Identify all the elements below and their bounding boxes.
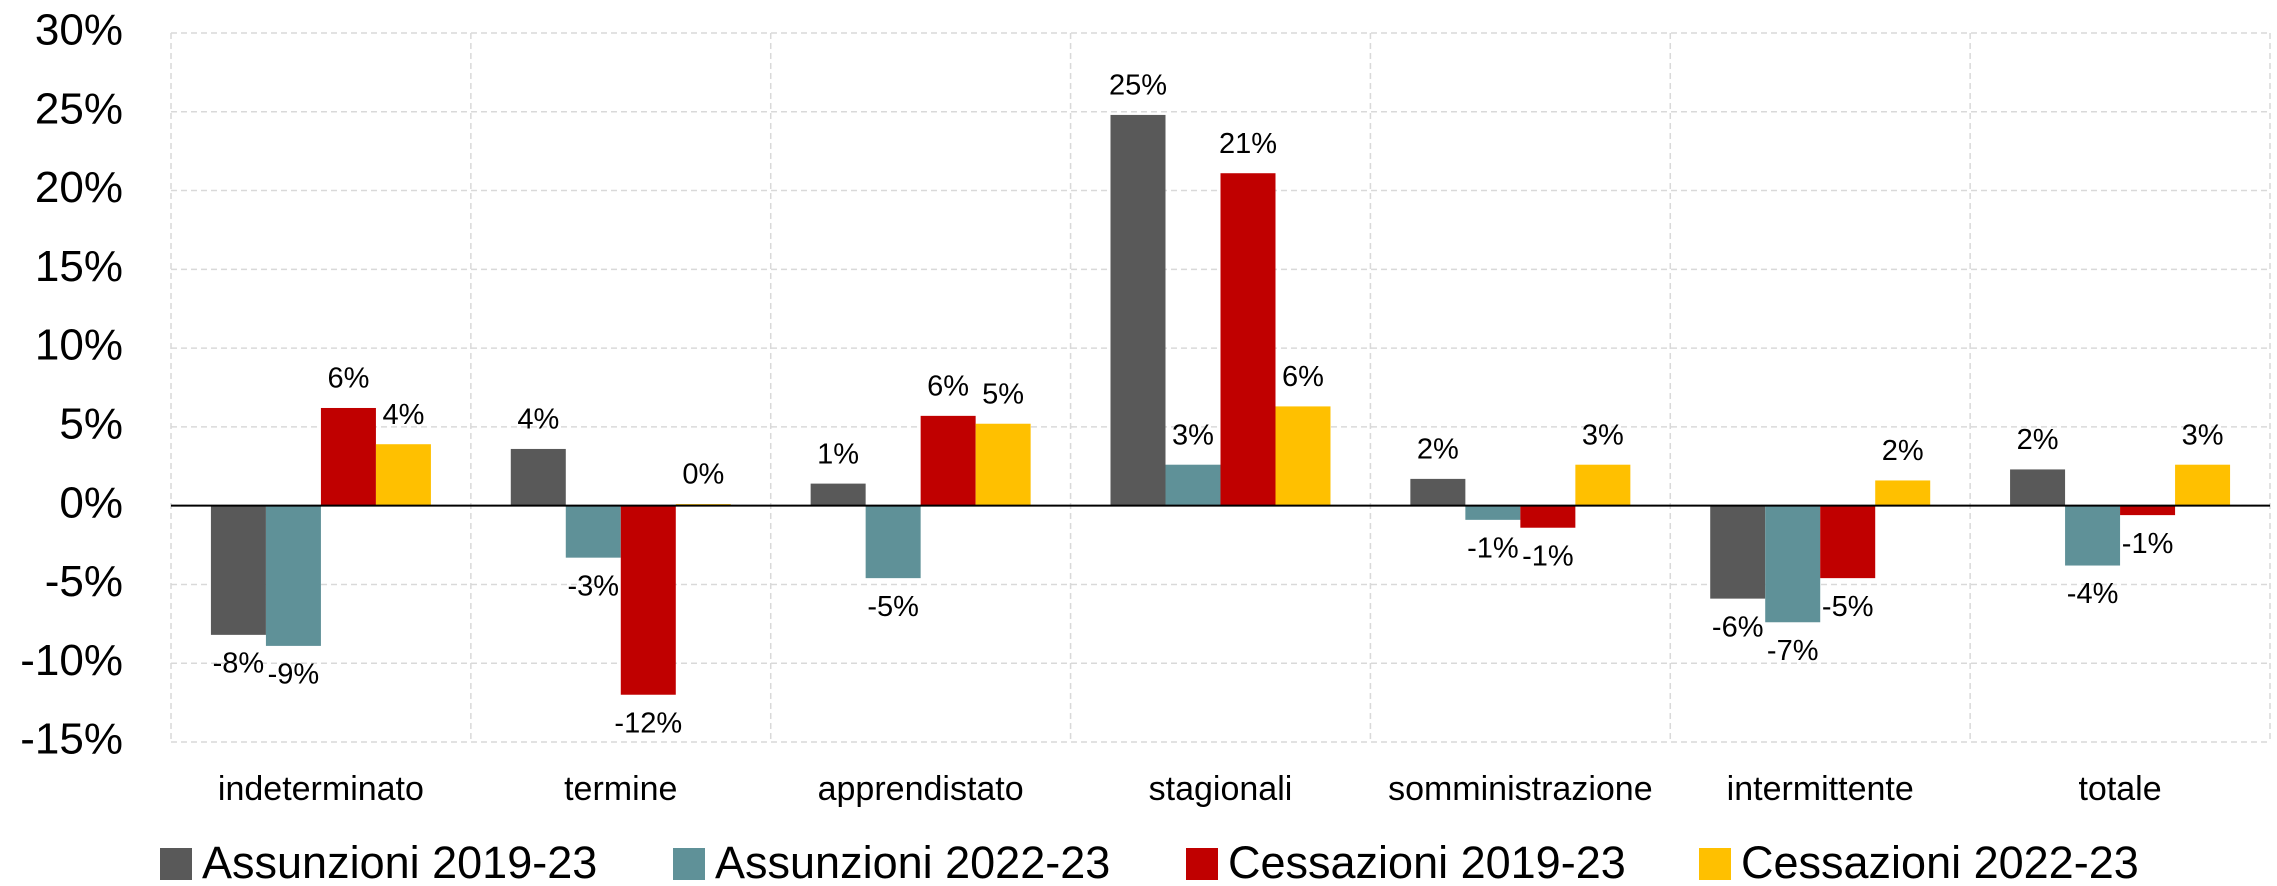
- y-tick-label: 5%: [59, 400, 123, 449]
- bar: [1465, 505, 1521, 520]
- x-tick-label: apprendistato: [818, 770, 1024, 808]
- y-tick-label: 15%: [35, 242, 123, 291]
- bar: [265, 505, 321, 646]
- x-tick-label: intermittente: [1727, 770, 1914, 808]
- bar: [1220, 173, 1276, 506]
- data-label: -8%: [213, 648, 265, 680]
- data-label: 25%: [1109, 70, 1167, 102]
- data-label: 5%: [982, 378, 1024, 410]
- x-tick-label: indeterminato: [218, 770, 424, 808]
- legend-swatch: [1699, 848, 1731, 880]
- legend-swatch: [673, 848, 705, 880]
- data-label: 1%: [817, 438, 859, 470]
- bar: [1710, 505, 1766, 599]
- bar: [1110, 114, 1166, 506]
- bar: [1520, 505, 1576, 528]
- y-tick-label: 30%: [35, 6, 123, 55]
- x-tick-label: somministrazione: [1388, 770, 1653, 808]
- legend-swatch: [1186, 848, 1218, 880]
- bar: [1820, 505, 1876, 579]
- bar: [210, 505, 266, 635]
- bar: [920, 415, 976, 506]
- y-tick-label: -15%: [20, 715, 123, 764]
- y-tick-label: 25%: [35, 84, 123, 133]
- data-label: -12%: [614, 707, 682, 739]
- data-label: 2%: [1882, 435, 1924, 467]
- bar: [320, 407, 376, 506]
- bar: [1165, 464, 1221, 506]
- bar: [1575, 464, 1631, 506]
- data-label: 4%: [517, 404, 559, 436]
- y-tick-label: 20%: [35, 163, 123, 212]
- bar: [975, 423, 1031, 506]
- data-label: 3%: [2182, 419, 2224, 451]
- data-label: -6%: [1712, 611, 1764, 643]
- data-label: 6%: [327, 363, 369, 395]
- data-label: -5%: [1822, 591, 1874, 623]
- y-tick-label: -5%: [45, 557, 123, 606]
- bar: [565, 505, 621, 558]
- data-label: 2%: [1417, 434, 1459, 466]
- bar: [1875, 480, 1931, 506]
- bar: [2010, 469, 2066, 506]
- bar: [620, 505, 676, 695]
- data-label: -1%: [2122, 528, 2174, 560]
- y-tick-label: 0%: [59, 478, 123, 527]
- data-label: -9%: [268, 659, 320, 691]
- data-label: -3%: [567, 570, 619, 602]
- bar: [2065, 505, 2121, 566]
- data-label: -4%: [2067, 578, 2119, 610]
- bar: [375, 444, 431, 506]
- bar: [2175, 464, 2231, 506]
- data-label: -1%: [1522, 540, 1574, 572]
- y-tick-label: -10%: [20, 636, 123, 685]
- data-label: -7%: [1767, 635, 1819, 667]
- data-label: 3%: [1172, 419, 1214, 451]
- y-tick-label: 10%: [35, 321, 123, 370]
- data-label: 4%: [382, 399, 424, 431]
- legend-label: Assunzioni 2022-23: [715, 837, 1110, 886]
- bar: [1765, 505, 1821, 623]
- data-label: 21%: [1219, 128, 1277, 160]
- bar: [810, 483, 866, 506]
- x-tick-label: stagionali: [1149, 770, 1293, 808]
- legend-label: Cessazioni 2022-23: [1741, 837, 2139, 886]
- legend-label: Cessazioni 2019-23: [1228, 837, 1626, 886]
- legend-swatch: [160, 848, 192, 880]
- data-label: -1%: [1467, 533, 1519, 565]
- legend-label: Assunzioni 2019-23: [202, 837, 597, 886]
- bar: [865, 505, 921, 579]
- bar: [2120, 505, 2176, 516]
- x-tick-label: totale: [2078, 770, 2161, 808]
- bar: [510, 448, 566, 506]
- bar: [1410, 478, 1466, 506]
- data-label: 3%: [1582, 419, 1624, 451]
- data-label: 6%: [1282, 361, 1324, 393]
- data-label: 2%: [2017, 424, 2059, 456]
- data-label: -5%: [867, 591, 919, 623]
- x-tick-label: termine: [564, 770, 677, 808]
- data-label: 0%: [682, 459, 724, 491]
- bar: [1275, 406, 1331, 506]
- data-label: 6%: [927, 371, 969, 403]
